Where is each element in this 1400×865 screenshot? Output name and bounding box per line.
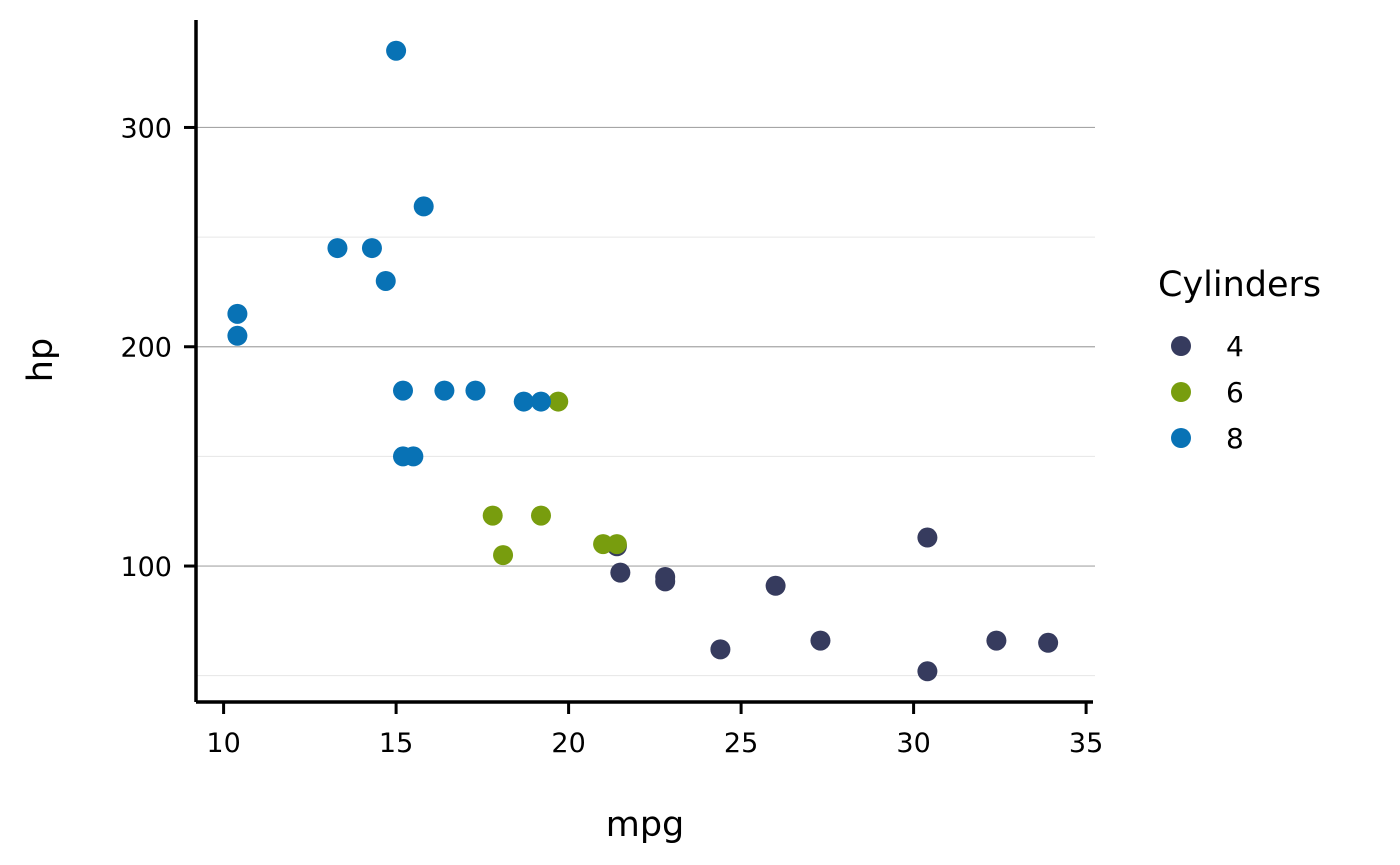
axes <box>194 20 1093 704</box>
y-tick-label: 100 <box>120 552 172 583</box>
legend-label-8: 8 <box>1226 422 1244 455</box>
data-point-cyl-4 <box>917 527 938 548</box>
legend-key-4 <box>1171 336 1191 356</box>
data-point-cyl-8 <box>434 380 455 401</box>
x-tick-label: 10 <box>206 728 240 759</box>
data-point-cyl-8 <box>227 303 248 324</box>
data-point-cyl-6 <box>606 534 627 555</box>
data-point-cyl-8 <box>327 238 348 259</box>
y-axis-ticks: 100 200 300 <box>120 113 196 583</box>
x-tick-label: 25 <box>724 728 758 759</box>
data-point-cyl-4 <box>917 661 938 682</box>
data-point-cyl-4 <box>810 630 831 651</box>
y-tick-label: 300 <box>120 113 172 144</box>
data-point-cyl-4 <box>655 567 676 588</box>
data-point-cyl-8 <box>227 325 248 346</box>
grid-lines <box>196 126 1095 677</box>
x-tick-label: 15 <box>379 728 413 759</box>
data-point-cyl-8 <box>375 270 396 291</box>
y-axis-title: hp <box>21 338 61 382</box>
data-point-cyl-6 <box>531 505 551 526</box>
data-point-cyl-8 <box>531 391 551 412</box>
data-point-cyl-6 <box>593 534 614 555</box>
legend-title: Cylinders <box>1158 265 1321 305</box>
x-tick-label: 35 <box>1069 728 1103 759</box>
data-point-cyl-8 <box>393 380 413 401</box>
legend-key-6 <box>1171 382 1191 402</box>
legend: Cylinders 4 6 8 <box>1158 265 1321 455</box>
x-tick-label: 30 <box>896 728 930 759</box>
data-points <box>227 40 1059 682</box>
data-point-cyl-6 <box>482 505 503 526</box>
data-point-cyl-4 <box>986 630 1007 651</box>
data-point-cyl-8 <box>393 446 413 467</box>
data-point-cyl-6 <box>493 545 514 566</box>
data-point-cyl-8 <box>386 40 407 61</box>
data-point-cyl-4 <box>765 575 786 596</box>
data-point-cyl-8 <box>513 391 534 412</box>
data-point-cyl-4 <box>710 639 731 660</box>
legend-label-6: 6 <box>1226 376 1244 409</box>
data-point-cyl-8 <box>413 196 434 217</box>
data-point-cyl-4 <box>610 562 631 583</box>
legend-key-8 <box>1171 428 1191 448</box>
x-tick-label: 20 <box>551 728 585 759</box>
y-tick-label: 200 <box>120 333 172 364</box>
data-point-cyl-4 <box>1038 632 1059 653</box>
data-point-cyl-8 <box>465 380 486 401</box>
data-point-cyl-8 <box>361 238 382 259</box>
data-point-cyl-6 <box>548 391 569 412</box>
x-axis-ticks: 10 15 20 25 30 35 <box>206 702 1103 759</box>
legend-label-4: 4 <box>1226 330 1244 363</box>
x-axis-title: mpg <box>606 805 685 845</box>
legend-items: 4 6 8 <box>1171 330 1244 455</box>
